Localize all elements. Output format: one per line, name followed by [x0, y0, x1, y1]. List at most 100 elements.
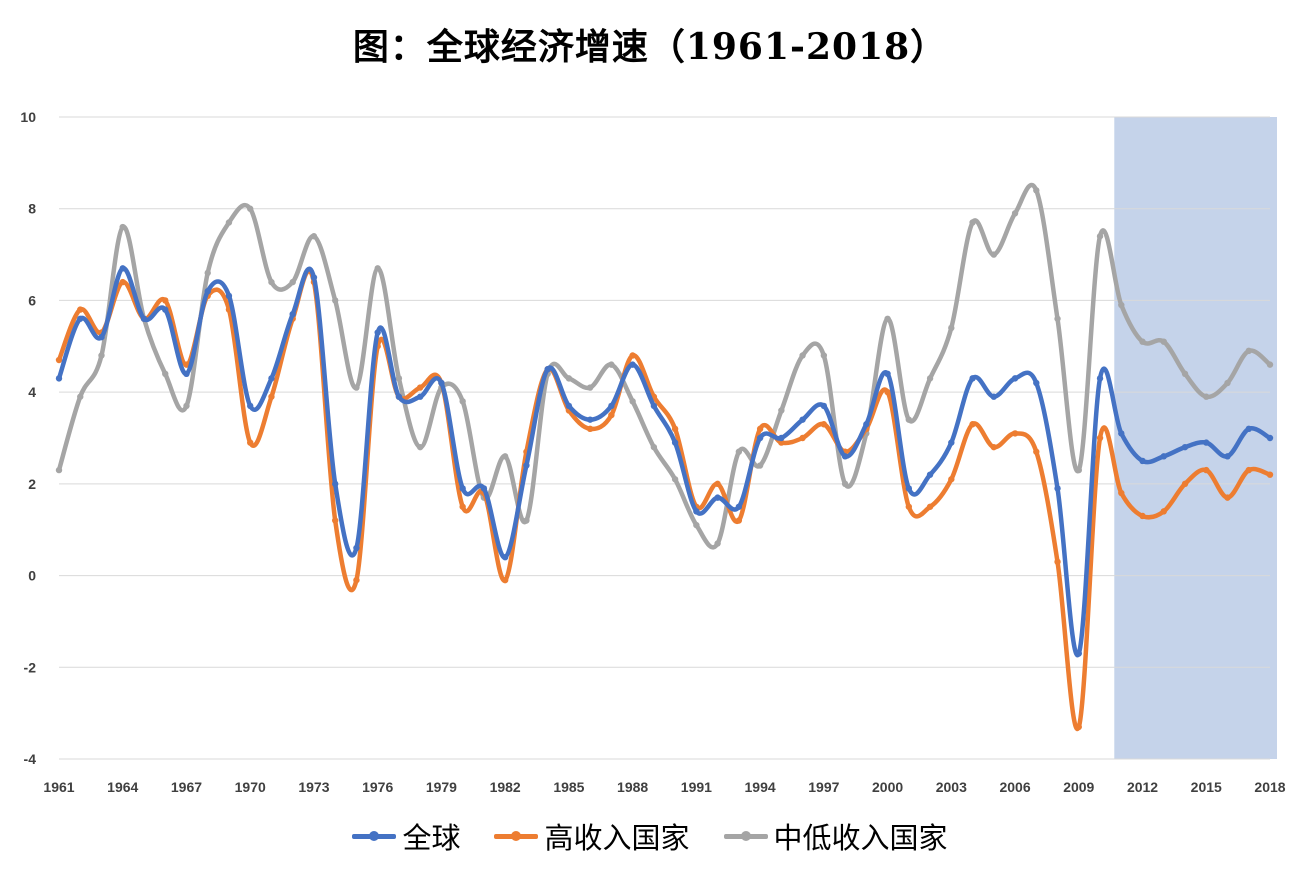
- data-point-low-middle-income: [77, 393, 84, 400]
- chart-title: 图：全球经济增速（1961-2018）: [352, 26, 948, 68]
- data-point-low-middle-income: [756, 462, 764, 469]
- x-tick-label: 2012: [1127, 779, 1158, 795]
- x-tick-label: 2018: [1254, 779, 1285, 795]
- data-point-global: [204, 288, 211, 295]
- data-point-global: [55, 375, 63, 382]
- data-point-low-middle-income: [353, 384, 360, 391]
- data-point-high-income: [1054, 558, 1061, 566]
- data-point-global: [459, 485, 466, 492]
- data-point-low-middle-income: [459, 398, 466, 405]
- data-point-global: [778, 434, 785, 442]
- data-point-global: [565, 402, 573, 410]
- data-point-low-middle-income: [98, 352, 105, 359]
- data-point-low-middle-income: [331, 297, 339, 304]
- legend-swatch-high-income: [494, 830, 539, 841]
- data-point-low-middle-income: [841, 480, 849, 488]
- data-point-low-middle-income: [1011, 210, 1019, 217]
- x-tick-label: 1994: [745, 779, 776, 795]
- x-tick-label: 1961: [43, 779, 74, 795]
- data-point-high-income: [501, 576, 509, 584]
- legend-item-global: 全球: [352, 815, 460, 857]
- data-point-low-middle-income: [523, 517, 530, 524]
- data-point-low-middle-income: [650, 443, 658, 451]
- data-point-high-income: [714, 480, 721, 488]
- data-point-global: [268, 375, 275, 382]
- data-point-low-middle-income: [204, 269, 211, 277]
- data-point-high-income: [608, 411, 615, 419]
- data-point-low-middle-income: [183, 402, 190, 410]
- data-point-high-income: [268, 393, 275, 400]
- data-point-global: [416, 393, 424, 400]
- y-tick-label: -2: [24, 659, 37, 675]
- data-point-high-income: [1245, 466, 1252, 474]
- series-line-high-income: [56, 268, 1273, 732]
- data-point-high-income: [459, 503, 466, 510]
- x-tick-label: 1970: [235, 779, 266, 795]
- legend-item-low-middle-income: 中低收入国家: [723, 815, 948, 857]
- data-point-low-middle-income: [55, 466, 63, 474]
- data-point-low-middle-income: [905, 416, 913, 423]
- data-point-high-income: [735, 517, 743, 524]
- x-tick-label: 2003: [936, 779, 967, 795]
- legend-item-high-income: 高收入国家: [494, 815, 690, 857]
- data-point-global: [735, 503, 743, 510]
- y-tick-label: 2: [28, 476, 36, 492]
- data-point-high-income: [416, 384, 424, 391]
- series-global: [55, 265, 1274, 658]
- y-tick-label: -4: [24, 751, 37, 767]
- data-point-global: [756, 434, 764, 442]
- data-point-low-middle-income: [948, 324, 955, 332]
- data-point-global: [1266, 434, 1274, 442]
- data-point-global: [884, 370, 891, 377]
- data-point-global: [586, 416, 594, 423]
- data-point-global: [799, 416, 806, 423]
- data-point-high-income: [1096, 434, 1104, 442]
- data-point-low-middle-income: [671, 476, 679, 483]
- data-point-global: [1054, 485, 1061, 492]
- data-point-high-income: [948, 476, 955, 483]
- data-point-global: [225, 292, 233, 300]
- data-point-high-income: [1075, 723, 1082, 731]
- data-point-global: [1203, 439, 1210, 446]
- data-point-low-middle-income: [289, 278, 296, 286]
- data-point-high-income: [778, 439, 785, 446]
- data-point-global: [671, 439, 679, 446]
- x-tick-label: 1997: [808, 779, 839, 795]
- data-point-global: [289, 310, 296, 318]
- data-point-global: [353, 544, 360, 552]
- data-point-global: [501, 554, 509, 561]
- data-point-low-middle-income: [225, 219, 233, 226]
- data-point-global: [926, 471, 934, 478]
- data-point-high-income: [1181, 480, 1189, 488]
- data-point-low-middle-income: [119, 223, 126, 231]
- data-point-low-middle-income: [1118, 301, 1125, 309]
- data-point-low-middle-income: [1181, 370, 1189, 377]
- series-line-low-middle-income: [56, 182, 1273, 550]
- data-point-low-middle-income: [926, 375, 934, 382]
- data-point-low-middle-income: [586, 384, 594, 391]
- x-tick-label: 1985: [553, 779, 584, 795]
- legend-label-global: 全球: [402, 821, 461, 855]
- y-tick-label: 6: [28, 292, 36, 308]
- data-point-low-middle-income: [714, 540, 721, 547]
- x-tick-label: 2009: [1063, 779, 1094, 795]
- x-tick-label: 1973: [298, 779, 329, 795]
- data-point-global: [863, 421, 870, 428]
- data-point-low-middle-income: [268, 278, 275, 286]
- data-point-low-middle-income: [735, 448, 743, 455]
- data-point-global: [905, 485, 913, 492]
- data-point-global: [1075, 650, 1082, 657]
- data-point-high-income: [926, 503, 934, 510]
- data-point-low-middle-income: [1160, 338, 1167, 345]
- data-point-global: [247, 402, 254, 410]
- data-point-low-middle-income: [1075, 466, 1082, 474]
- data-point-low-middle-income: [799, 352, 806, 359]
- data-point-low-middle-income: [247, 205, 254, 212]
- x-tick-label: 1976: [362, 779, 393, 795]
- data-point-global: [162, 306, 169, 313]
- data-point-global: [140, 315, 148, 322]
- data-point-high-income: [969, 421, 976, 428]
- data-point-low-middle-income: [629, 398, 636, 405]
- legend-label-low-middle-income: 中低收入国家: [773, 821, 948, 855]
- legend-label-high-income: 高收入国家: [544, 821, 690, 855]
